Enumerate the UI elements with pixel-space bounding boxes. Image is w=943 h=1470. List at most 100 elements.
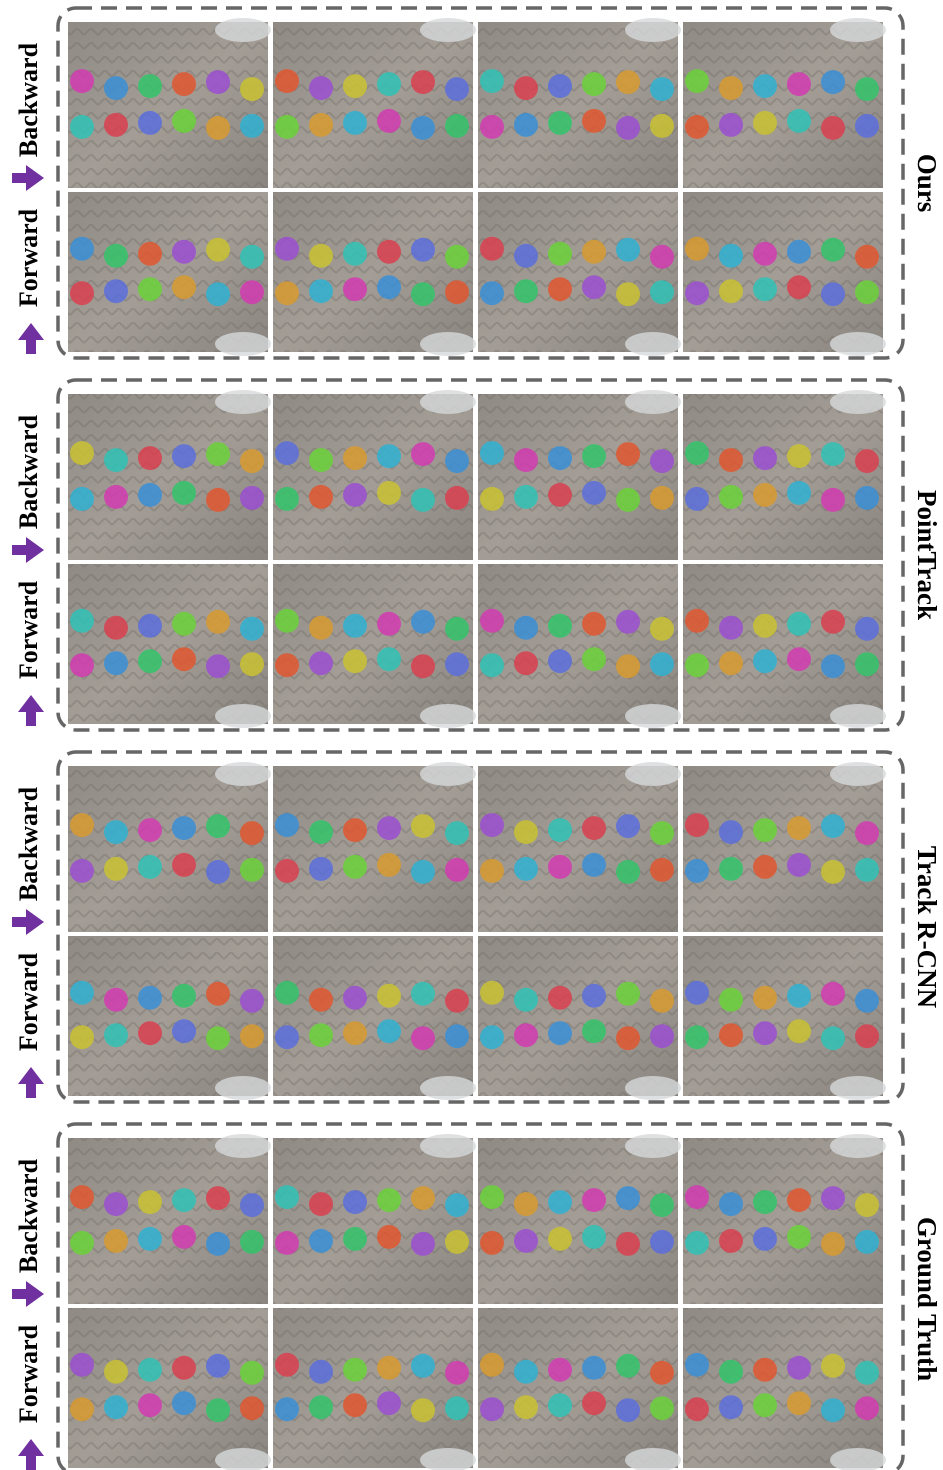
plant <box>685 441 709 466</box>
plant <box>480 114 504 139</box>
plant <box>855 1396 879 1421</box>
image-texture <box>683 394 883 560</box>
plant <box>240 113 264 138</box>
plant <box>514 856 538 881</box>
plant <box>445 1229 469 1254</box>
plant <box>70 858 94 883</box>
plant <box>480 858 504 883</box>
plant <box>240 485 264 510</box>
frame-image <box>273 762 476 932</box>
plant <box>650 1396 674 1421</box>
plant <box>172 816 196 841</box>
plant <box>343 985 367 1010</box>
plant <box>377 1391 401 1416</box>
frame-image <box>68 18 271 188</box>
plant <box>548 74 572 99</box>
plant <box>514 1228 538 1253</box>
plant <box>650 1193 674 1218</box>
plant <box>275 69 299 94</box>
plant <box>104 279 128 304</box>
plant <box>275 653 299 678</box>
plant <box>70 486 94 511</box>
plant <box>514 651 538 676</box>
plant <box>582 239 606 264</box>
arrow-up <box>18 1439 44 1470</box>
plant <box>719 987 743 1012</box>
plant <box>275 1230 299 1255</box>
plant <box>104 1359 128 1384</box>
plant <box>206 1026 230 1051</box>
plant <box>650 244 674 269</box>
plant <box>753 1226 777 1251</box>
image-texture <box>683 936 883 1096</box>
plant <box>753 649 777 674</box>
plant <box>411 115 435 140</box>
plant <box>650 652 674 677</box>
plant <box>445 857 469 882</box>
plant <box>275 1025 299 1050</box>
direction-label: Forward <box>14 580 43 679</box>
plant <box>514 76 538 101</box>
plant <box>240 77 264 102</box>
plant <box>514 987 538 1012</box>
wheel <box>625 332 681 356</box>
plant <box>104 820 128 845</box>
plant <box>411 70 435 95</box>
plant <box>411 1398 435 1423</box>
plant <box>582 72 606 97</box>
image-texture <box>273 22 473 188</box>
plant <box>650 1229 674 1254</box>
plant <box>138 613 162 638</box>
plant <box>616 1231 640 1256</box>
plant <box>172 275 196 300</box>
plant <box>787 444 811 469</box>
plant <box>855 1229 879 1254</box>
plant <box>719 1395 743 1420</box>
image-texture <box>273 1138 473 1304</box>
plant <box>377 72 401 97</box>
plant <box>650 113 674 138</box>
plant <box>138 1021 162 1046</box>
plant <box>377 480 401 505</box>
plant <box>719 448 743 473</box>
plant <box>719 615 743 640</box>
plant <box>514 820 538 845</box>
plant <box>821 1231 845 1256</box>
plant <box>787 1355 811 1380</box>
wheel <box>830 1076 886 1100</box>
plant <box>411 1231 435 1256</box>
plant <box>719 856 743 881</box>
wheel <box>625 1134 681 1158</box>
frame-image <box>273 936 476 1100</box>
plant <box>445 616 469 641</box>
plant <box>172 647 196 672</box>
plant <box>275 1352 299 1377</box>
plant <box>445 1193 469 1218</box>
plant <box>514 279 538 304</box>
plant <box>275 608 299 633</box>
plant <box>309 279 333 304</box>
wheel <box>625 18 681 42</box>
plant <box>309 651 333 676</box>
frame-image <box>478 1134 681 1304</box>
plant <box>855 77 879 102</box>
plant <box>787 72 811 97</box>
plant <box>753 1190 777 1215</box>
plant <box>445 821 469 846</box>
plant <box>821 70 845 95</box>
image-texture <box>683 192 883 352</box>
plant <box>343 482 367 507</box>
plant <box>855 485 879 510</box>
wheel <box>420 390 476 414</box>
plant <box>685 114 709 139</box>
plant <box>480 1025 504 1050</box>
panel-frame <box>56 1122 905 1470</box>
plant <box>753 1357 777 1382</box>
frame-image <box>478 18 681 188</box>
wheel <box>420 332 476 356</box>
plant <box>445 1024 469 1049</box>
plant <box>719 484 743 509</box>
plant <box>787 1019 811 1044</box>
plant <box>275 441 299 466</box>
